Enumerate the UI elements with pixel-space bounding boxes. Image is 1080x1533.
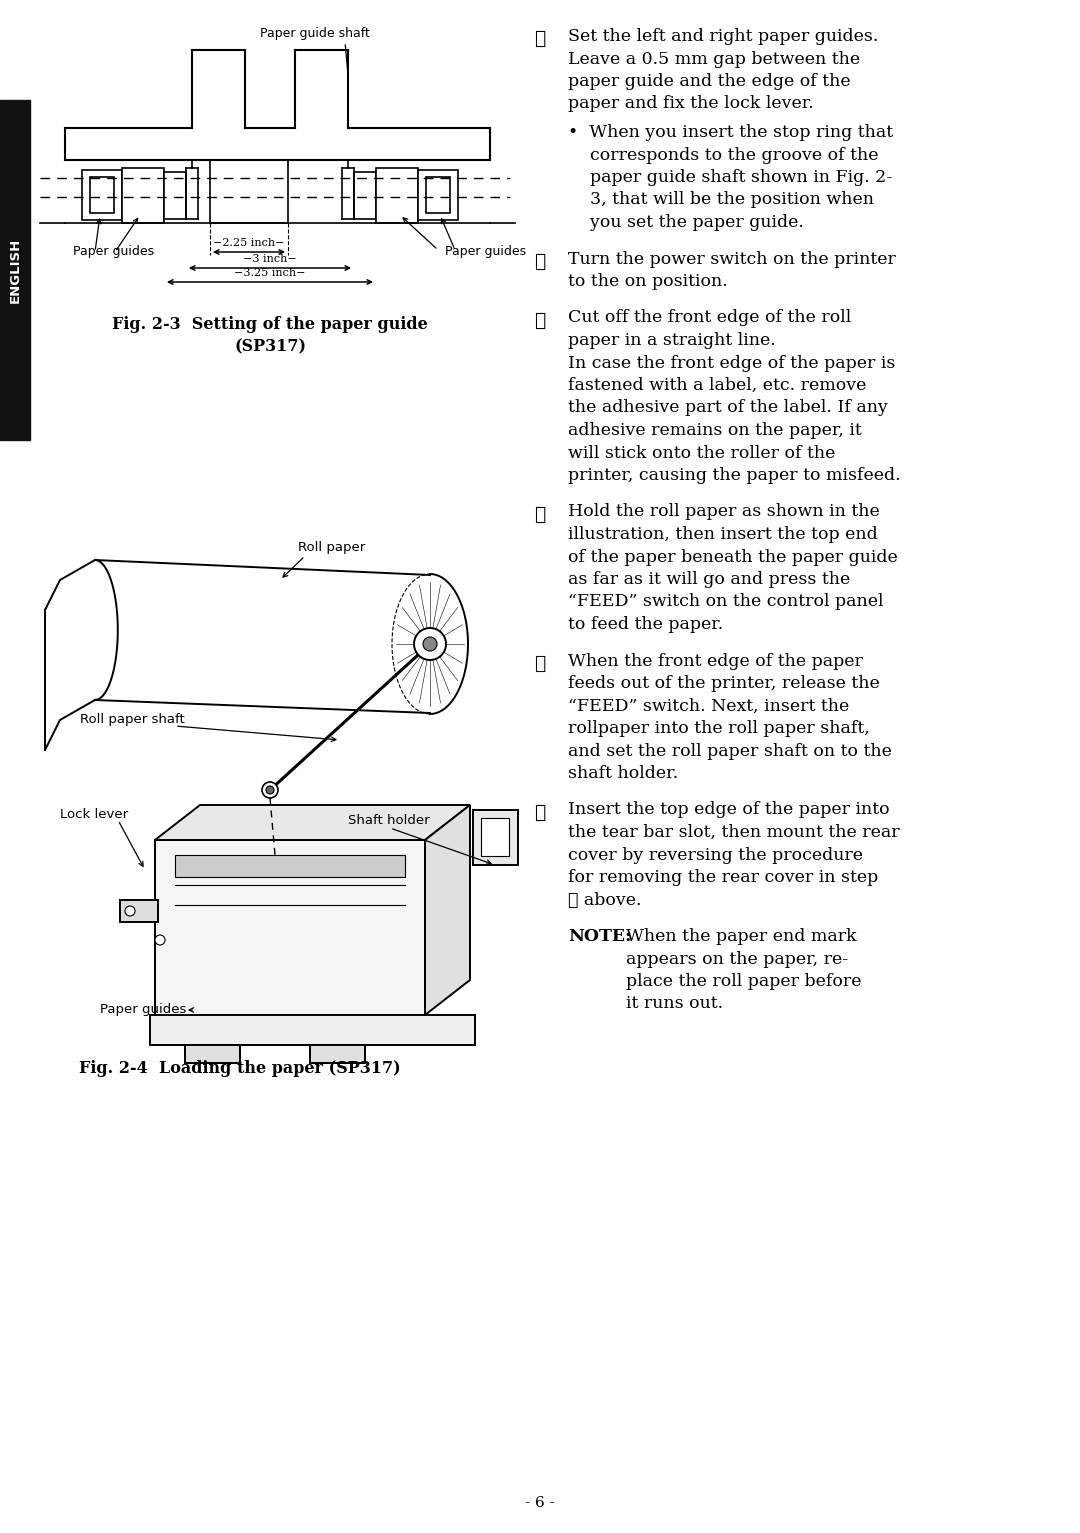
Bar: [418, 170, 458, 221]
Text: Shaft holder: Shaft holder: [348, 814, 430, 826]
Text: ⑨: ⑨: [535, 506, 545, 523]
Circle shape: [414, 629, 446, 661]
Text: feeds out of the printer, release the: feeds out of the printer, release the: [568, 675, 880, 691]
Text: ⑩: ⑩: [535, 655, 545, 673]
Text: ⑧: ⑧: [535, 311, 545, 330]
Text: When the front edge of the paper: When the front edge of the paper: [568, 653, 863, 670]
Text: “FEED” switch. Next, insert the: “FEED” switch. Next, insert the: [568, 698, 849, 714]
Text: Turn the power switch on the printer: Turn the power switch on the printer: [568, 250, 896, 267]
Text: ENGLISH: ENGLISH: [9, 238, 22, 302]
Text: •  When you insert the stop ring that: • When you insert the stop ring that: [568, 124, 893, 141]
Text: Hold the roll paper as shown in the: Hold the roll paper as shown in the: [568, 503, 880, 521]
Bar: [164, 172, 186, 219]
Bar: [82, 170, 122, 221]
Text: Roll paper shaft: Roll paper shaft: [80, 713, 185, 727]
Text: −3.25 inch−: −3.25 inch−: [234, 268, 306, 277]
Bar: [156, 840, 426, 1015]
Circle shape: [262, 782, 278, 799]
Text: appears on the paper, re-: appears on the paper, re-: [626, 950, 848, 967]
Bar: [481, 819, 509, 855]
Text: Paper guides: Paper guides: [100, 1004, 187, 1016]
Text: Insert the top edge of the paper into: Insert the top edge of the paper into: [568, 802, 890, 819]
Circle shape: [125, 906, 135, 917]
Text: for removing the rear cover in step: for removing the rear cover in step: [568, 869, 878, 886]
Bar: [120, 900, 158, 921]
Bar: [185, 1046, 240, 1062]
Text: Paper guide shaft: Paper guide shaft: [260, 28, 370, 40]
Bar: [376, 169, 418, 222]
Bar: [122, 169, 164, 222]
Text: ⑪: ⑪: [535, 803, 545, 822]
Text: and set the roll paper shaft on to the: and set the roll paper shaft on to the: [568, 742, 892, 759]
Text: Cut off the front edge of the roll: Cut off the front edge of the roll: [568, 310, 851, 327]
Text: - 6 -: - 6 -: [525, 1496, 555, 1510]
Text: paper guide and the edge of the: paper guide and the edge of the: [568, 74, 851, 90]
Text: paper in a straight line.: paper in a straight line.: [568, 333, 775, 350]
Bar: [150, 1015, 475, 1046]
Text: fastened with a label, etc. remove: fastened with a label, etc. remove: [568, 377, 866, 394]
Text: NOTE:: NOTE:: [568, 927, 632, 944]
Text: Lock lever: Lock lever: [60, 808, 129, 822]
Text: When the paper end mark: When the paper end mark: [626, 927, 856, 944]
Text: paper and fix the lock lever.: paper and fix the lock lever.: [568, 95, 813, 112]
Text: cover by reversing the procedure: cover by reversing the procedure: [568, 846, 863, 863]
Polygon shape: [156, 805, 470, 840]
Text: to feed the paper.: to feed the paper.: [568, 616, 724, 633]
Text: place the roll paper before: place the roll paper before: [626, 973, 862, 990]
Text: “FEED” switch on the control panel: “FEED” switch on the control panel: [568, 593, 883, 610]
Text: as far as it will go and press the: as far as it will go and press the: [568, 570, 850, 589]
Bar: [473, 809, 518, 865]
Text: paper guide shaft shown in Fig. 2-: paper guide shaft shown in Fig. 2-: [568, 169, 892, 185]
Text: −3 inch−: −3 inch−: [243, 254, 297, 264]
Bar: [175, 855, 405, 877]
Bar: [310, 1046, 365, 1062]
Text: Paper guides: Paper guides: [73, 245, 154, 259]
Text: ⑥: ⑥: [535, 31, 545, 48]
Circle shape: [156, 935, 165, 944]
Text: you set the paper guide.: you set the paper guide.: [568, 215, 804, 231]
Text: ⑦: ⑦: [535, 253, 545, 270]
Text: illustration, then insert the top end: illustration, then insert the top end: [568, 526, 878, 543]
Text: shaft holder.: shaft holder.: [568, 765, 678, 782]
Text: printer, causing the paper to misfeed.: printer, causing the paper to misfeed.: [568, 468, 901, 484]
Polygon shape: [426, 805, 470, 1015]
Text: In case the front edge of the paper is: In case the front edge of the paper is: [568, 354, 895, 371]
Text: Fig. 2-3  Setting of the paper guide: Fig. 2-3 Setting of the paper guide: [112, 316, 428, 333]
Circle shape: [423, 638, 437, 652]
Circle shape: [266, 786, 274, 794]
Text: to the on position.: to the on position.: [568, 273, 728, 290]
Text: will stick onto the roller of the: will stick onto the roller of the: [568, 445, 835, 461]
Text: Paper guides: Paper guides: [445, 245, 526, 259]
Text: (SP317): (SP317): [234, 337, 306, 356]
Text: adhesive remains on the paper, it: adhesive remains on the paper, it: [568, 422, 862, 438]
Text: the adhesive part of the label. If any: the adhesive part of the label. If any: [568, 400, 888, 417]
Text: it runs out.: it runs out.: [626, 995, 724, 1012]
Text: −2.25 inch−: −2.25 inch−: [213, 238, 285, 248]
Bar: [210, 159, 288, 222]
Text: ③ above.: ③ above.: [568, 892, 642, 909]
Text: Set the left and right paper guides.: Set the left and right paper guides.: [568, 28, 878, 44]
Bar: [426, 176, 450, 213]
Bar: [0, 100, 30, 440]
Text: 3, that will be the position when: 3, that will be the position when: [568, 192, 874, 208]
Bar: [354, 172, 376, 219]
Bar: [90, 176, 114, 213]
Text: rollpaper into the roll paper shaft,: rollpaper into the roll paper shaft,: [568, 721, 869, 737]
Text: Fig. 2-4  Loading the paper (SP317): Fig. 2-4 Loading the paper (SP317): [79, 1059, 401, 1078]
Text: Roll paper: Roll paper: [298, 541, 365, 555]
Text: Leave a 0.5 mm gap between the: Leave a 0.5 mm gap between the: [568, 51, 860, 67]
Text: corresponds to the groove of the: corresponds to the groove of the: [568, 147, 878, 164]
Text: of the paper beneath the paper guide: of the paper beneath the paper guide: [568, 549, 897, 566]
Text: the tear bar slot, then mount the rear: the tear bar slot, then mount the rear: [568, 825, 900, 842]
